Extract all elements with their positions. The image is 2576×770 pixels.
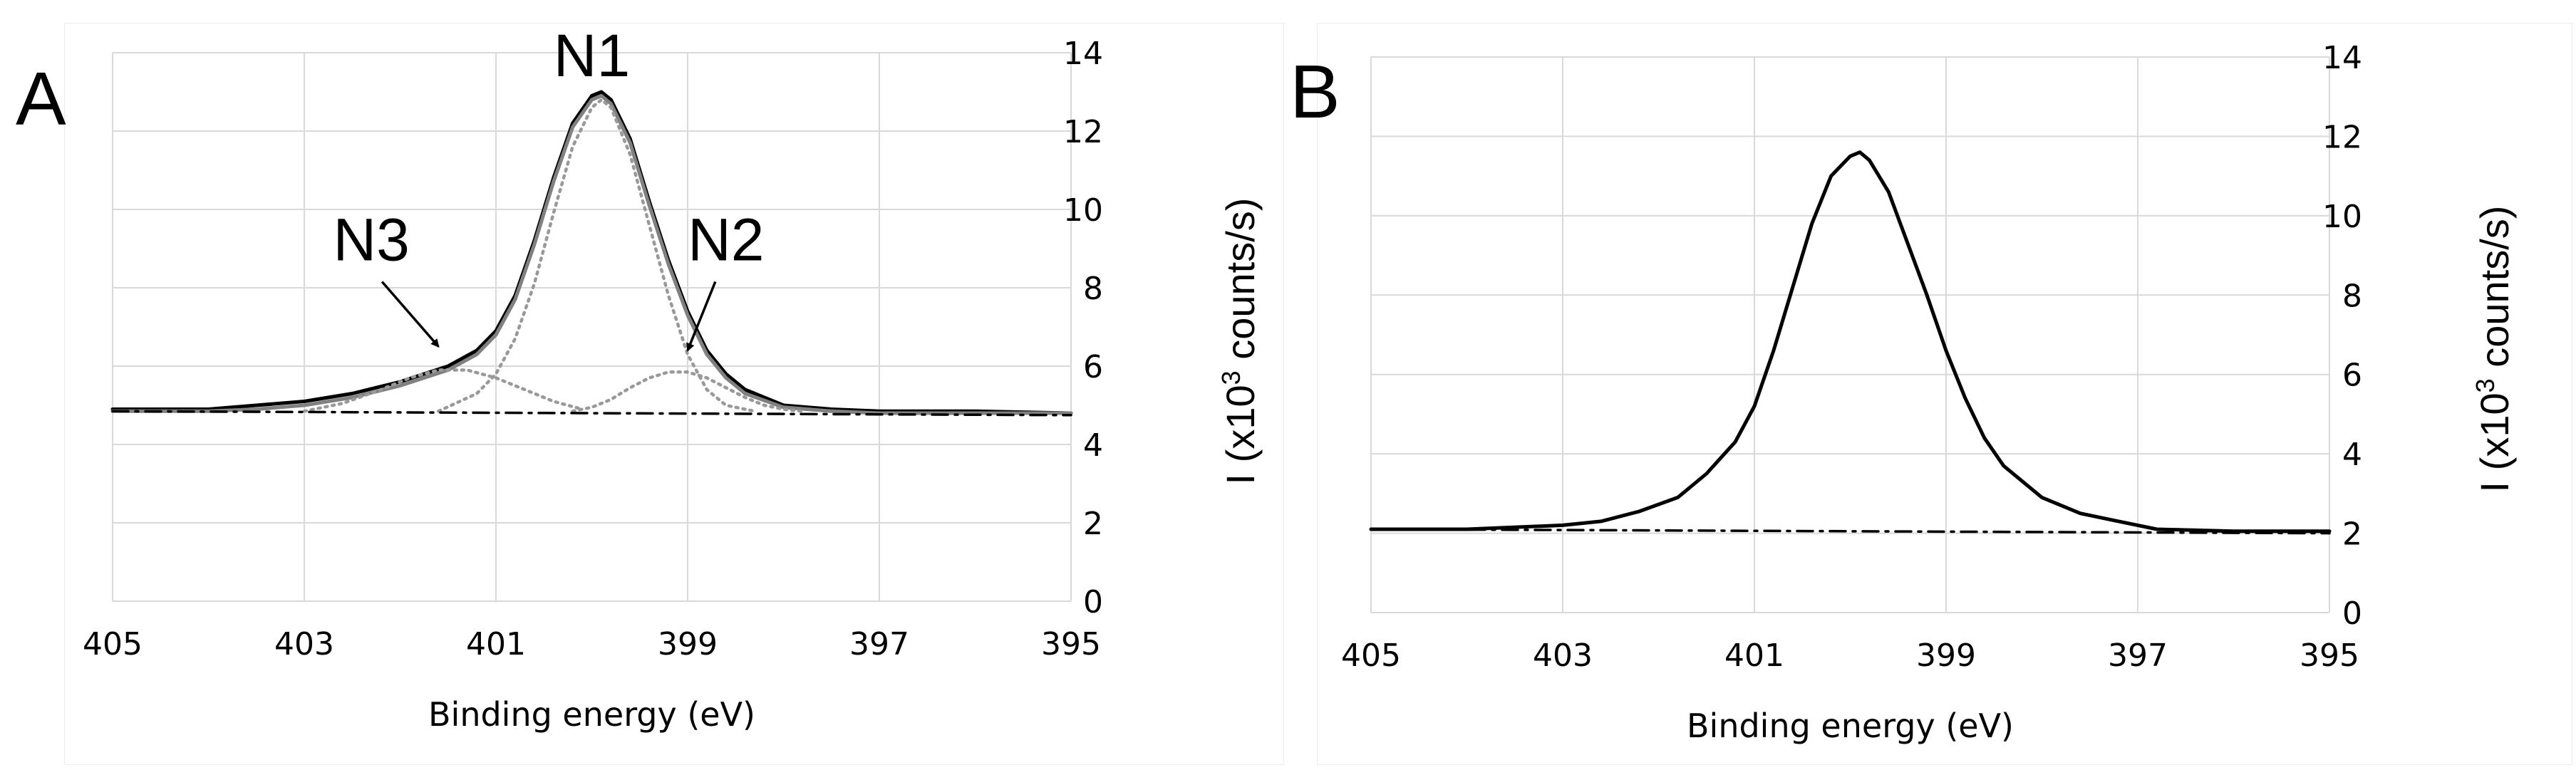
annotation-arrow [686,281,717,352]
panel-b-frame [1317,23,2572,765]
series-measured [110,90,1073,415]
y-tick-label: 4 [1083,427,1103,464]
y-tick-label: 6 [2342,358,2362,394]
panel-letter: B [1290,50,1340,134]
y-tick-label: 0 [2342,595,2362,632]
panel-a: 405 403 401 399 397 395 0 2 4 6 8 10 12 14 Binding ene… [16,22,1263,734]
x-tick-label: 401 [466,626,526,662]
x-tick-label: 405 [83,626,143,662]
annotation-n2: N2 [688,207,764,274]
x-tick-label: 397 [2108,638,2168,674]
x-tick-label: 395 [1041,626,1101,662]
x-tick-label: 397 [849,626,909,662]
y-tick-label: 0 [1083,584,1103,620]
y-tick-label: 8 [2342,278,2362,314]
x-tick-label: 401 [1724,638,1784,674]
y-tick-label: 6 [1083,349,1103,385]
series-baseline [1370,528,2331,535]
y-tick-label: 2 [2342,516,2362,553]
y-axis-title: I (x103 counts/s) [2471,206,2517,493]
series-baseline [111,410,1072,417]
panel-b: 405 403 401 399 397 395 0 2 4 6 8 10 12 14 Binding ene… [1290,40,2517,745]
panel-a-frame [64,23,1284,765]
y-axis-title: I (x103 counts/s) [1216,198,1263,485]
series-N3-component [302,368,584,413]
series-measured [1369,150,2332,534]
annotation-arrow [381,281,440,348]
y-tick-label: 14 [2322,40,2362,76]
y-tick-label: 10 [2322,199,2362,235]
y-tick-label: 8 [1083,271,1103,307]
x-tick-label: 399 [1916,638,1976,674]
annotation-n1: N1 [554,22,630,89]
x-axis-title: Binding energy (eV) [1687,707,2014,745]
series-N1-component [437,98,757,413]
panel-letter: A [16,57,66,141]
y-tick-label: 4 [2342,437,2362,473]
x-tick-label: 405 [1341,638,1401,674]
y-tick-label: 2 [1083,506,1103,542]
series-N2-component [571,370,805,413]
y-tick-label: 12 [2322,119,2362,155]
x-axis-title: Binding energy (eV) [428,695,755,734]
y-tick-label: 12 [1063,114,1103,150]
x-tick-label: 403 [274,626,334,662]
y-tick-label: 10 [1063,192,1103,229]
y-tick-label: 14 [1063,36,1103,72]
x-tick-label: 395 [2300,638,2359,674]
x-tick-label: 399 [658,626,718,662]
annotation-n3: N3 [333,207,409,274]
x-tick-label: 403 [1533,638,1593,674]
